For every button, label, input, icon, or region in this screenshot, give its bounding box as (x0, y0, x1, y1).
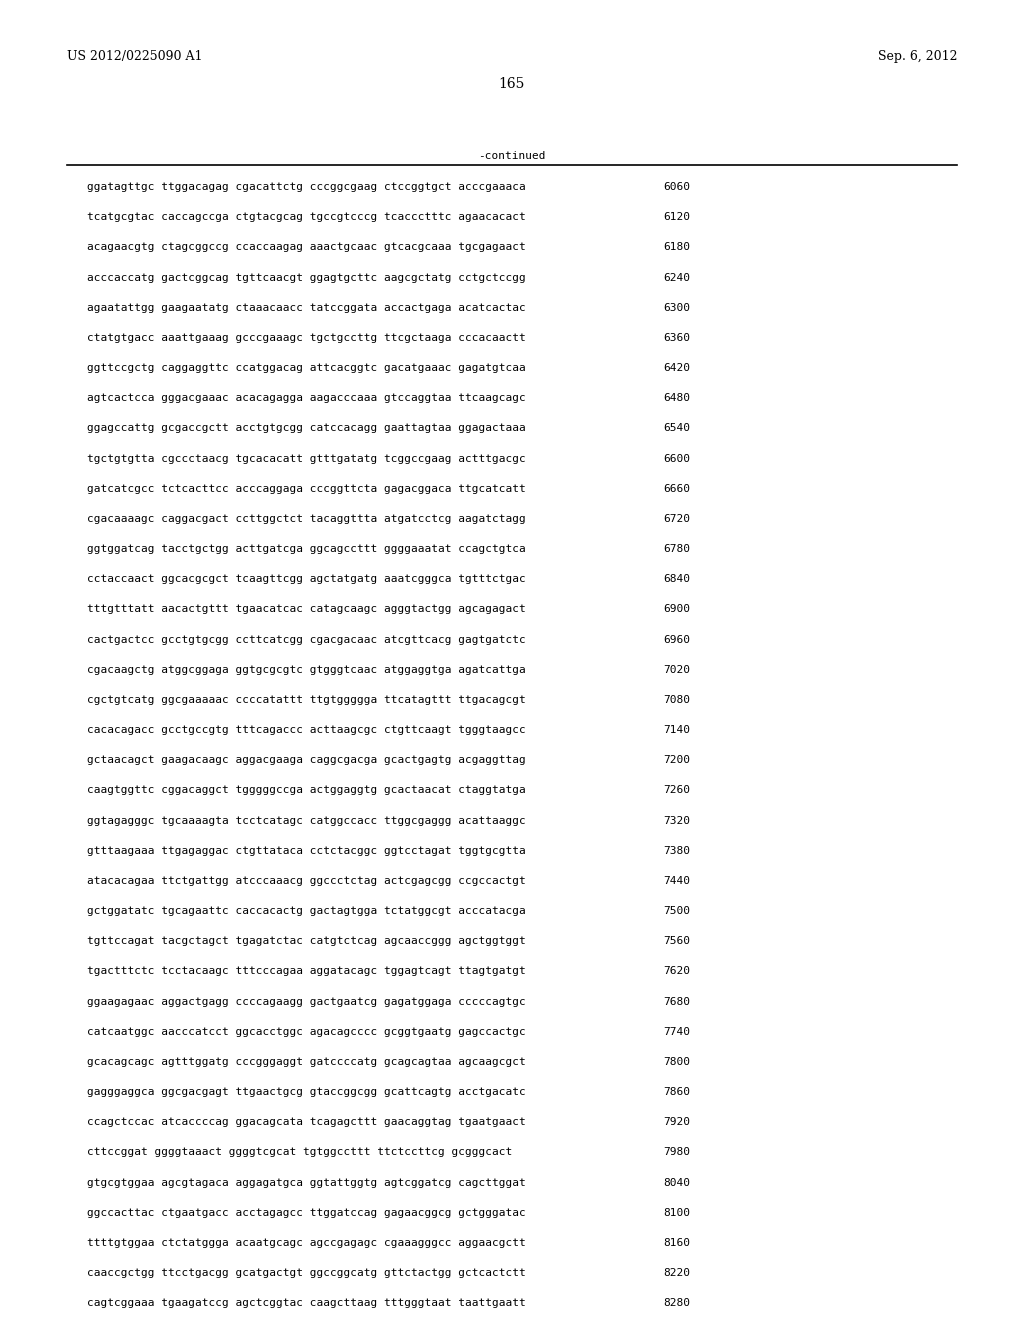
Text: catcaatggc aacccatcct ggcacctggc agacagcccc gcggtgaatg gagccactgc: catcaatggc aacccatcct ggcacctggc agacagc… (87, 1027, 525, 1036)
Text: 7560: 7560 (664, 936, 690, 946)
Text: 7740: 7740 (664, 1027, 690, 1036)
Text: agtcactcca gggacgaaac acacagagga aagacccaaa gtccaggtaa ttcaagcagc: agtcactcca gggacgaaac acacagagga aagaccc… (87, 393, 525, 404)
Text: gcacagcagc agtttggatg cccgggaggt gatccccatg gcagcagtaa agcaagcgct: gcacagcagc agtttggatg cccgggaggt gatcccc… (87, 1057, 525, 1067)
Text: Sep. 6, 2012: Sep. 6, 2012 (878, 50, 957, 63)
Text: cacacagacc gcctgccgtg tttcagaccc acttaagcgc ctgttcaagt tgggtaagcc: cacacagacc gcctgccgtg tttcagaccc acttaag… (87, 725, 525, 735)
Text: gtttaagaaa ttgagaggac ctgttataca cctctacggc ggtcctagat tggtgcgtta: gtttaagaaa ttgagaggac ctgttataca cctctac… (87, 846, 525, 855)
Text: gagggaggca ggcgacgagt ttgaactgcg gtaccggcgg gcattcagtg acctgacatc: gagggaggca ggcgacgagt ttgaactgcg gtaccgg… (87, 1088, 525, 1097)
Text: gtgcgtggaa agcgtagaca aggagatgca ggtattggtg agtcggatcg cagcttggat: gtgcgtggaa agcgtagaca aggagatgca ggtattg… (87, 1177, 525, 1188)
Text: 6300: 6300 (664, 302, 690, 313)
Text: gatcatcgcc tctcacttcc acccaggaga cccggttcta gagacggaca ttgcatcatt: gatcatcgcc tctcacttcc acccaggaga cccggtt… (87, 484, 525, 494)
Text: cgctgtcatg ggcgaaaaac ccccatattt ttgtggggga ttcatagttt ttgacagcgt: cgctgtcatg ggcgaaaaac ccccatattt ttgtggg… (87, 694, 525, 705)
Text: 6720: 6720 (664, 513, 690, 524)
Text: ggagccattg gcgaccgctt acctgtgcgg catccacagg gaattagtaa ggagactaaa: ggagccattg gcgaccgctt acctgtgcgg catccac… (87, 424, 525, 433)
Text: 7200: 7200 (664, 755, 690, 766)
Text: US 2012/0225090 A1: US 2012/0225090 A1 (67, 50, 202, 63)
Text: ggttccgctg caggaggttc ccatggacag attcacggtc gacatgaaac gagatgtcaa: ggttccgctg caggaggttc ccatggacag attcacg… (87, 363, 525, 374)
Text: 7920: 7920 (664, 1117, 690, 1127)
Text: 7320: 7320 (664, 816, 690, 825)
Text: tcatgcgtac caccagccga ctgtacgcag tgccgtcccg tcaccctttc agaacacact: tcatgcgtac caccagccga ctgtacgcag tgccgtc… (87, 213, 525, 222)
Text: ttttgtggaa ctctatggga acaatgcagc agccgagagc cgaaagggcc aggaacgctt: ttttgtggaa ctctatggga acaatgcagc agccgag… (87, 1238, 525, 1247)
Text: 7380: 7380 (664, 846, 690, 855)
Text: 6180: 6180 (664, 243, 690, 252)
Text: 8040: 8040 (664, 1177, 690, 1188)
Text: 7860: 7860 (664, 1088, 690, 1097)
Text: cactgactcc gcctgtgcgg ccttcatcgg cgacgacaac atcgttcacg gagtgatctc: cactgactcc gcctgtgcgg ccttcatcgg cgacgac… (87, 635, 525, 644)
Text: ggatagttgc ttggacagag cgacattctg cccggcgaag ctccggtgct acccgaaaca: ggatagttgc ttggacagag cgacattctg cccggcg… (87, 182, 525, 193)
Text: 8100: 8100 (664, 1208, 690, 1217)
Text: 6900: 6900 (664, 605, 690, 614)
Text: -continued: -continued (478, 152, 546, 161)
Text: 8220: 8220 (664, 1269, 690, 1278)
Text: ggtggatcag tacctgctgg acttgatcga ggcagccttt ggggaaatat ccagctgtca: ggtggatcag tacctgctgg acttgatcga ggcagcc… (87, 544, 525, 554)
Text: 6240: 6240 (664, 273, 690, 282)
Text: cgacaaaagc caggacgact ccttggctct tacaggttta atgatcctcg aagatctagg: cgacaaaagc caggacgact ccttggctct tacaggt… (87, 513, 525, 524)
Text: cagtcggaaa tgaagatccg agctcggtac caagcttaag tttgggtaat taattgaatt: cagtcggaaa tgaagatccg agctcggtac caagctt… (87, 1298, 525, 1308)
Text: cctaccaact ggcacgcgct tcaagttcgg agctatgatg aaatcgggca tgtttctgac: cctaccaact ggcacgcgct tcaagttcgg agctatg… (87, 574, 525, 585)
Text: 7140: 7140 (664, 725, 690, 735)
Text: 6480: 6480 (664, 393, 690, 404)
Text: 6600: 6600 (664, 454, 690, 463)
Text: gctggatatc tgcagaattc caccacactg gactagtgga tctatggcgt acccatacga: gctggatatc tgcagaattc caccacactg gactagt… (87, 906, 525, 916)
Text: ggccacttac ctgaatgacc acctagagcc ttggatccag gagaacggcg gctgggatac: ggccacttac ctgaatgacc acctagagcc ttggatc… (87, 1208, 525, 1217)
Text: 7680: 7680 (664, 997, 690, 1007)
Text: 7980: 7980 (664, 1147, 690, 1158)
Text: tgactttctc tcctacaagc tttcccagaa aggatacagc tggagtcagt ttagtgatgt: tgactttctc tcctacaagc tttcccagaa aggatac… (87, 966, 525, 977)
Text: 7020: 7020 (664, 665, 690, 675)
Text: 6780: 6780 (664, 544, 690, 554)
Text: caaccgctgg ttcctgacgg gcatgactgt ggccggcatg gttctactgg gctcactctt: caaccgctgg ttcctgacgg gcatgactgt ggccggc… (87, 1269, 525, 1278)
Text: ggtagagggc tgcaaaagta tcctcatagc catggccacc ttggcgaggg acattaaggc: ggtagagggc tgcaaaagta tcctcatagc catggcc… (87, 816, 525, 825)
Text: 8160: 8160 (664, 1238, 690, 1247)
Text: 7440: 7440 (664, 876, 690, 886)
Text: ggaagagaac aggactgagg ccccagaagg gactgaatcg gagatggaga cccccagtgc: ggaagagaac aggactgagg ccccagaagg gactgaa… (87, 997, 525, 1007)
Text: ccagctccac atcaccccag ggacagcata tcagagcttt gaacaggtag tgaatgaact: ccagctccac atcaccccag ggacagcata tcagagc… (87, 1117, 525, 1127)
Text: caagtggttc cggacaggct tgggggccga actggaggtg gcactaacat ctaggtatga: caagtggttc cggacaggct tgggggccga actggag… (87, 785, 525, 796)
Text: 6060: 6060 (664, 182, 690, 193)
Text: agaatattgg gaagaatatg ctaaacaacc tatccggata accactgaga acatcactac: agaatattgg gaagaatatg ctaaacaacc tatccgg… (87, 302, 525, 313)
Text: cgacaagctg atggcggaga ggtgcgcgtc gtgggtcaac atggaggtga agatcattga: cgacaagctg atggcggaga ggtgcgcgtc gtgggtc… (87, 665, 525, 675)
Text: tttgtttatt aacactgttt tgaacatcac catagcaagc agggtactgg agcagagact: tttgtttatt aacactgttt tgaacatcac catagca… (87, 605, 525, 614)
Text: acccaccatg gactcggcag tgttcaacgt ggagtgcttc aagcgctatg cctgctccgg: acccaccatg gactcggcag tgttcaacgt ggagtgc… (87, 273, 525, 282)
Text: acagaacgtg ctagcggccg ccaccaagag aaactgcaac gtcacgcaaa tgcgagaact: acagaacgtg ctagcggccg ccaccaagag aaactgc… (87, 243, 525, 252)
Text: cttccggat ggggtaaact ggggtcgcat tgtggccttt ttctccttcg gcgggcact: cttccggat ggggtaaact ggggtcgcat tgtggcct… (87, 1147, 512, 1158)
Text: 6960: 6960 (664, 635, 690, 644)
Text: tgctgtgtta cgccctaacg tgcacacatt gtttgatatg tcggccgaag actttgacgc: tgctgtgtta cgccctaacg tgcacacatt gtttgat… (87, 454, 525, 463)
Text: 7080: 7080 (664, 694, 690, 705)
Text: 6840: 6840 (664, 574, 690, 585)
Text: tgttccagat tacgctagct tgagatctac catgtctcag agcaaccggg agctggtggt: tgttccagat tacgctagct tgagatctac catgtct… (87, 936, 525, 946)
Text: 7800: 7800 (664, 1057, 690, 1067)
Text: 7500: 7500 (664, 906, 690, 916)
Text: 6420: 6420 (664, 363, 690, 374)
Text: 165: 165 (499, 77, 525, 91)
Text: 6540: 6540 (664, 424, 690, 433)
Text: atacacagaa ttctgattgg atcccaaacg ggccctctag actcgagcgg ccgccactgt: atacacagaa ttctgattgg atcccaaacg ggccctc… (87, 876, 525, 886)
Text: 8280: 8280 (664, 1298, 690, 1308)
Text: 6660: 6660 (664, 484, 690, 494)
Text: ctatgtgacc aaattgaaag gcccgaaagc tgctgccttg ttcgctaaga cccacaactt: ctatgtgacc aaattgaaag gcccgaaagc tgctgcc… (87, 333, 525, 343)
Text: 6120: 6120 (664, 213, 690, 222)
Text: 7620: 7620 (664, 966, 690, 977)
Text: 7260: 7260 (664, 785, 690, 796)
Text: 6360: 6360 (664, 333, 690, 343)
Text: gctaacagct gaagacaagc aggacgaaga caggcgacga gcactgagtg acgaggttag: gctaacagct gaagacaagc aggacgaaga caggcga… (87, 755, 525, 766)
